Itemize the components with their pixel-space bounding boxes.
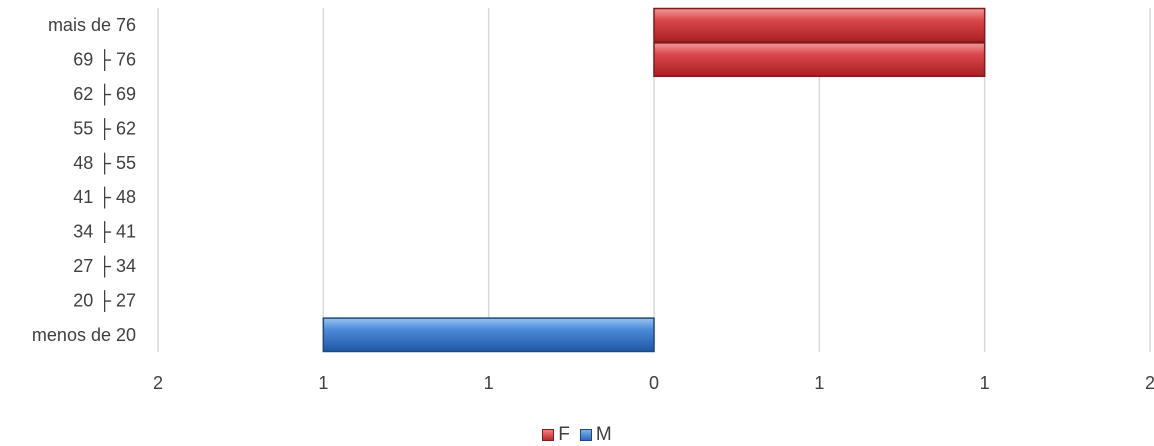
x-tick-label: 1 [980,373,990,393]
legend-item-m: M [579,424,612,446]
y-tick-label: 27 ├ 34 [73,255,136,278]
x-tick-label: 1 [484,373,494,393]
bar-m [322,317,655,353]
bar-f [653,42,986,78]
legend-label-m: M [595,424,612,445]
x-tick-label: 0 [649,373,659,393]
x-tick-label: 1 [318,373,328,393]
y-tick-label: 55 ├ 62 [73,117,136,140]
x-tick-label: 1 [814,373,824,393]
y-tick-label: 62 ├ 69 [73,83,136,106]
x-tick-label: 2 [153,373,163,393]
y-tick-label: mais de 76 [48,15,136,35]
y-tick-label: 69 ├ 76 [73,49,136,72]
legend-swatch-f [542,429,555,441]
legend-label-f: F [558,424,570,445]
legend-item-f: F [542,424,570,446]
y-tick-label: 34 ├ 41 [73,221,136,244]
y-tick-label: menos de 20 [32,325,136,345]
x-tick-label: 2 [1145,373,1154,393]
bar-f [653,7,986,43]
y-tick-label: 20 ├ 27 [73,289,136,312]
legend-swatch-m [579,429,592,441]
y-tick-label: 48 ├ 55 [73,152,136,175]
y-tick-label: 41 ├ 48 [73,186,136,209]
legend: F M [0,424,1154,446]
